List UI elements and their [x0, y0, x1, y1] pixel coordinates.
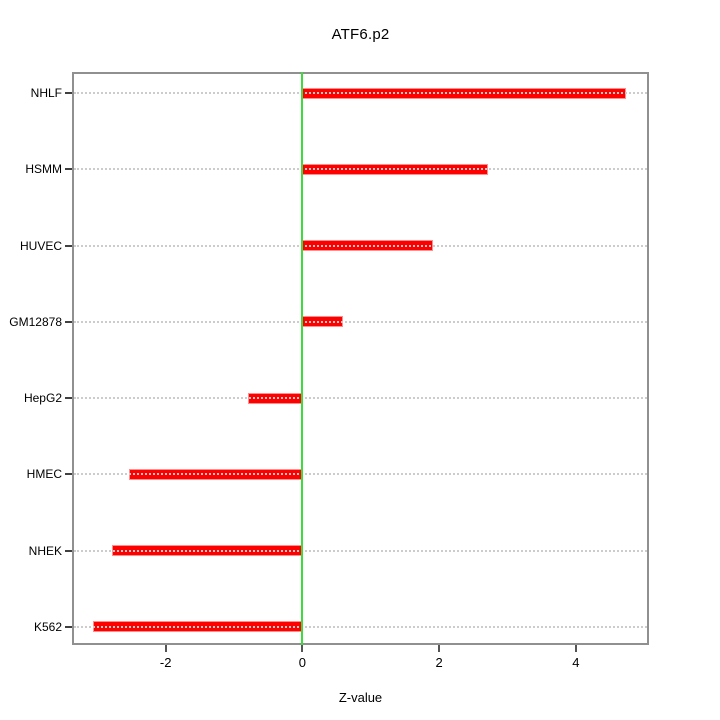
y-axis-tick	[65, 168, 72, 171]
gridline	[74, 549, 647, 552]
x-axis-title: Z-value	[338, 690, 383, 705]
gridline	[74, 244, 647, 247]
y-tick-label-nhek: NHEK	[28, 543, 62, 558]
y-axis-tick	[65, 473, 72, 476]
y-axis-tick	[65, 549, 72, 552]
x-axis-tick	[164, 645, 167, 652]
y-tick-label-nhlf: NHLF	[30, 86, 62, 100]
x-axis-tick	[438, 645, 441, 652]
y-axis-tick	[65, 625, 72, 628]
y-axis-tick	[65, 320, 72, 323]
gridline	[74, 397, 647, 400]
x-tick-label-2: 2	[435, 655, 443, 670]
y-tick-label-hepg2: HepG2	[23, 391, 62, 406]
gridline	[74, 92, 647, 94]
y-tick-label-hmec: HMEC	[26, 467, 62, 482]
x-axis-tick	[574, 645, 577, 652]
plot-area	[72, 72, 649, 645]
gridline	[74, 473, 647, 476]
y-axis-tick	[65, 244, 72, 247]
x-axis-tick	[301, 645, 304, 652]
y-tick-label-hsmm: HSMM	[25, 162, 62, 177]
gridline	[74, 625, 647, 628]
y-axis-tick	[65, 397, 72, 400]
gridline	[74, 320, 647, 323]
y-tick-label-huvec: HUVEC	[19, 238, 62, 253]
y-tick-label-gm12878: GM12878	[9, 314, 62, 329]
x-tick-label-4: 4	[572, 655, 580, 670]
x-tick-label--2: -2	[159, 655, 172, 670]
y-axis-tick	[65, 92, 72, 94]
x-tick-label-0: 0	[298, 655, 306, 670]
gridline	[74, 168, 647, 171]
y-tick-label-k562: K562	[33, 619, 62, 634]
chart-title: ATF6.p2	[331, 26, 390, 43]
zero-reference-line	[301, 72, 304, 645]
